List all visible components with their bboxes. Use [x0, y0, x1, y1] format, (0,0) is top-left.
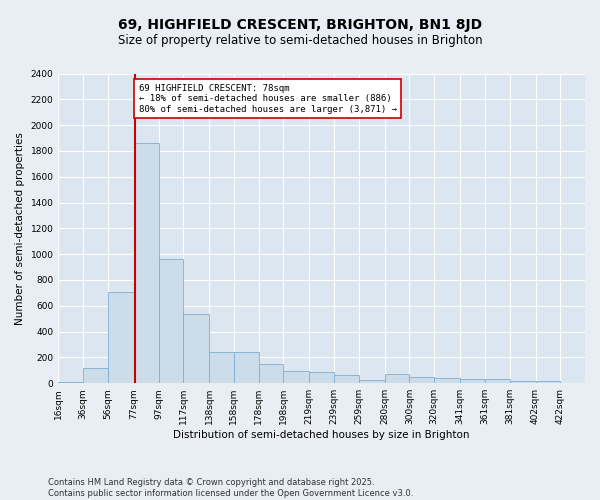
Text: Size of property relative to semi-detached houses in Brighton: Size of property relative to semi-detach… [118, 34, 482, 47]
Bar [58, 382, 83, 383]
Bar [509, 380, 536, 383]
Bar [158, 260, 183, 383]
Bar [385, 374, 409, 383]
Bar [183, 314, 209, 383]
Bar [485, 380, 509, 383]
Bar [283, 371, 310, 383]
Bar [234, 352, 259, 383]
Bar [209, 352, 234, 383]
Text: 69, HIGHFIELD CRESCENT, BRIGHTON, BN1 8JD: 69, HIGHFIELD CRESCENT, BRIGHTON, BN1 8J… [118, 18, 482, 32]
Bar [108, 292, 134, 383]
Bar [83, 368, 108, 383]
Bar [334, 376, 359, 383]
Text: 69 HIGHFIELD CRESCENT: 78sqm
← 18% of semi-detached houses are smaller (886)
80%: 69 HIGHFIELD CRESCENT: 78sqm ← 18% of se… [139, 84, 397, 114]
Bar [310, 372, 334, 383]
Bar [560, 382, 585, 383]
Y-axis label: Number of semi-detached properties: Number of semi-detached properties [15, 132, 25, 325]
Bar [409, 378, 434, 383]
Bar [536, 382, 560, 383]
Bar [460, 378, 485, 383]
X-axis label: Distribution of semi-detached houses by size in Brighton: Distribution of semi-detached houses by … [173, 430, 470, 440]
Text: Contains HM Land Registry data © Crown copyright and database right 2025.
Contai: Contains HM Land Registry data © Crown c… [48, 478, 413, 498]
Bar [359, 380, 385, 383]
Bar [259, 364, 283, 383]
Bar [434, 378, 460, 383]
Bar [134, 143, 158, 383]
